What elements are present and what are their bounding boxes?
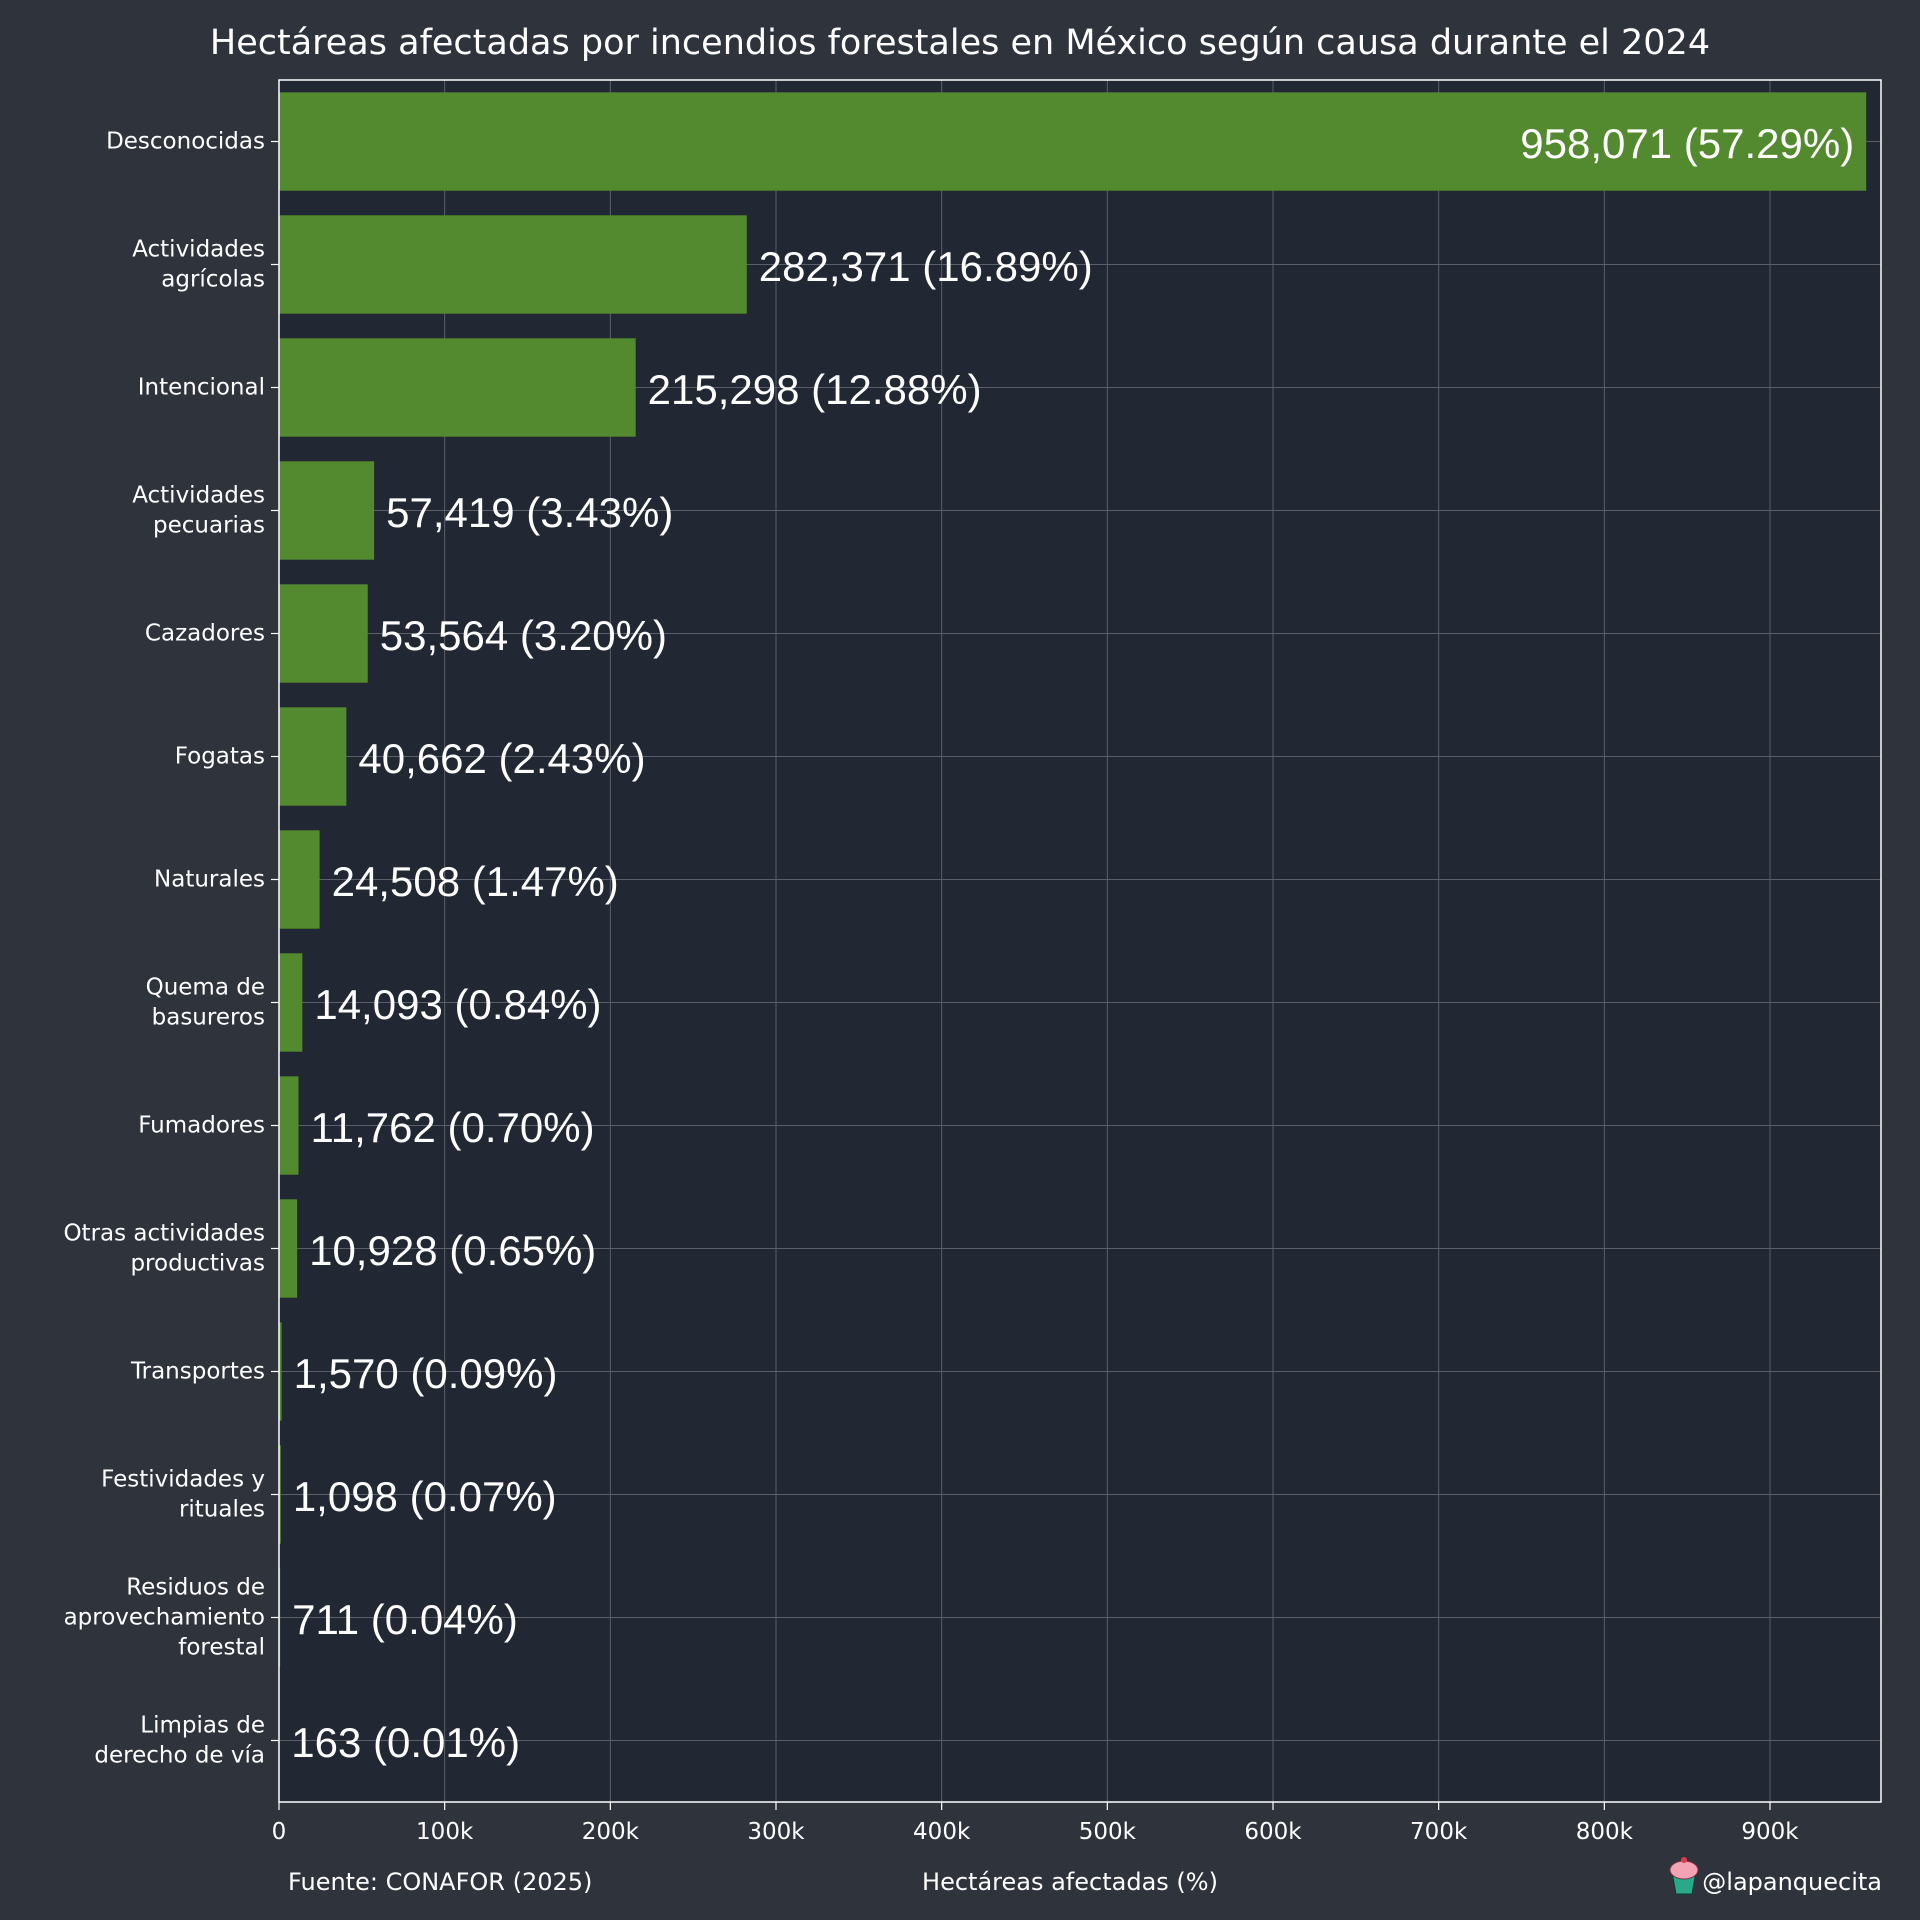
category-label-line: Residuos de: [126, 1575, 265, 1601]
category-label-line: agrícolas: [161, 267, 265, 293]
data-label: 53,564 (3.20%): [380, 612, 667, 659]
category-label-line: Cazadores: [145, 621, 265, 647]
category-label-line: derecho de vía: [94, 1743, 265, 1769]
category-label: Naturales: [154, 867, 265, 893]
category-label: Residuos de aprovechamiento forestal: [64, 1575, 265, 1661]
x-tick-label: 500k: [1079, 1819, 1137, 1845]
category-label-line: Quema de: [146, 975, 265, 1001]
data-label: 215,298 (12.88%): [648, 366, 982, 413]
category-label-line: rituales: [179, 1497, 265, 1523]
category-label-line: Intencional: [138, 375, 265, 401]
bar: [279, 953, 303, 1052]
data-label: 163 (0.01%): [291, 1719, 520, 1766]
x-tick-label: 0: [272, 1819, 287, 1845]
category-label: Actividades pecuarias: [132, 483, 265, 539]
category-label-line: aprovechamiento: [64, 1605, 265, 1631]
bar: [279, 1076, 299, 1175]
data-label: 24,508 (1.47%): [332, 858, 619, 905]
x-tick-label: 400k: [913, 1819, 971, 1845]
cupcake-icon: [1669, 1857, 1699, 1895]
category-label-line: productivas: [130, 1251, 265, 1277]
bar: [279, 215, 747, 314]
category-label-line: Transportes: [130, 1359, 265, 1385]
data-label: 282,371 (16.89%): [759, 243, 1093, 290]
x-tick-label: 800k: [1576, 1819, 1634, 1845]
bars: [279, 92, 1867, 1790]
category-label: Limpias de derecho de vía: [94, 1713, 265, 1769]
category-label: Actividades agrícolas: [132, 237, 265, 293]
plot-frame: [278, 79, 1882, 1803]
category-label-line: Fumadores: [138, 1113, 265, 1139]
category-label: Otras actividades productivas: [63, 1221, 265, 1277]
category-label: Intencional: [138, 375, 265, 401]
data-label: 14,093 (0.84%): [314, 981, 601, 1028]
category-label-line: Fogatas: [175, 744, 265, 770]
category-label-line: Desconocidas: [106, 129, 265, 155]
x-tick-label: 600k: [1244, 1819, 1302, 1845]
source-note: Fuente: CONAFOR (2025): [288, 1868, 592, 1896]
y-axis: Desconocidas Actividades agrícolas Intencio…: [63, 129, 279, 1769]
category-label-line: Actividades: [132, 237, 265, 263]
bar: [279, 707, 347, 806]
data-labels: 958,071 (57.29%) 282,371 (16.89%) 215,298 …: [291, 120, 1854, 1766]
x-tick-label: 700k: [1410, 1819, 1468, 1845]
bar: [279, 461, 375, 560]
bar: [279, 584, 368, 683]
category-label-line: Otras actividades: [63, 1221, 265, 1247]
bar: [279, 92, 1867, 191]
category-label: Cazadores: [145, 621, 265, 647]
x-tick-label: 900k: [1741, 1819, 1799, 1845]
category-label: Fumadores: [138, 1113, 265, 1139]
category-label-line: Limpias de: [140, 1713, 265, 1739]
x-tick-label: 200k: [582, 1819, 640, 1845]
category-label: Quema de basureros: [146, 975, 265, 1031]
category-label-line: pecuarias: [153, 513, 265, 539]
category-label-line: Naturales: [154, 867, 265, 893]
category-label-line: Actividades: [132, 483, 265, 509]
bar: [279, 1199, 298, 1298]
bar: [279, 1445, 281, 1544]
author-handle: @lapanquecita: [1702, 1868, 1882, 1896]
x-tick-label: 100k: [416, 1819, 474, 1845]
data-label: 711 (0.04%): [292, 1596, 518, 1643]
x-tick-label: 300k: [747, 1819, 805, 1845]
category-label-line: forestal: [178, 1635, 265, 1661]
x-axis-title: Hectáreas afectadas (%): [922, 1868, 1218, 1896]
data-label: 958,071 (57.29%): [1520, 120, 1854, 167]
category-label: Transportes: [130, 1359, 265, 1385]
category-label-line: basureros: [152, 1005, 265, 1031]
data-label: 1,570 (0.09%): [294, 1350, 558, 1397]
data-label: 11,762 (0.70%): [310, 1104, 594, 1151]
category-label: Festividades y rituales: [101, 1467, 265, 1523]
chart-title: Hectáreas afectadas por incendios forest…: [210, 23, 1710, 63]
data-label: 57,419 (3.43%): [386, 489, 673, 536]
x-axis: 0 100k 200k 300k 400k 500k 600k 700k 800k 900k: [272, 1802, 1799, 1845]
data-label: 1,098 (0.07%): [293, 1473, 557, 1520]
data-label: 40,662 (2.43%): [358, 735, 645, 782]
category-label: Desconocidas: [106, 129, 265, 155]
category-label-line: Festividades y: [101, 1467, 265, 1493]
bar: [279, 830, 320, 929]
bar: [279, 338, 636, 437]
data-label: 10,928 (0.65%): [309, 1227, 596, 1274]
bar: [279, 1322, 282, 1421]
category-label: Fogatas: [175, 744, 265, 770]
